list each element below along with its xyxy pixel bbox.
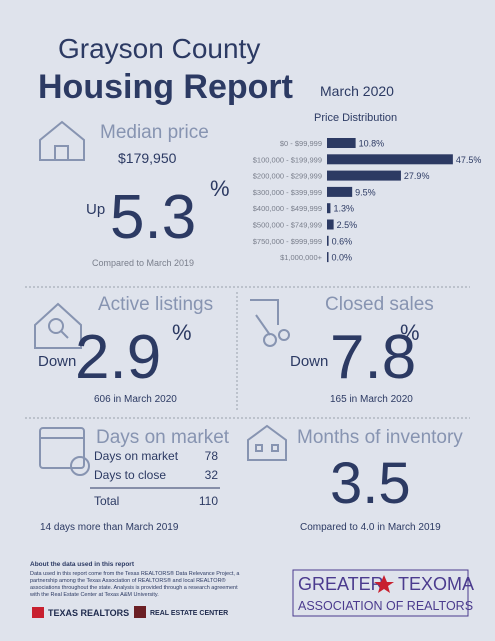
bar-value-label: 0.0% [332,253,353,263]
days-row-value: 78 [205,449,219,463]
price-range-label: $200,000 - $299,999 [253,172,322,181]
closed-direction: Down [290,353,328,370]
logo-texoma: TEXOMA [398,574,474,594]
bar-value-label: 10.8% [359,139,385,149]
median-value: $179,950 [118,150,177,166]
logo-greater: GREATER [298,574,384,594]
report-date: March 2020 [320,83,394,99]
bar-value-label: 1.3% [333,204,354,214]
about-line: partnership among the Texas Association … [30,577,226,584]
bar-value-label: 2.5% [337,220,358,230]
about-line: with the Real Estate Center at Texas A&M… [29,592,159,598]
logo-real-estate-center: REAL ESTATE CENTER [150,610,228,617]
days-row-label: Total [94,494,119,508]
active-change: 2.9 [75,323,161,392]
median-unit: % [210,176,230,201]
months-heading: Months of inventory [297,427,463,448]
logo-frame [292,569,469,617]
price-range-label: $750,000 - $999,999 [253,237,322,246]
active-note: 606 in March 2020 [94,394,177,405]
days-table: Days on market 78 Days to close 32 Total 110 [94,449,218,508]
active-unit: % [172,320,192,345]
building-icon [247,424,287,461]
bar [327,154,453,165]
about-text: Data used in this report come from the T… [29,570,240,598]
about-line: associations throughout the state. Analy… [30,585,238,591]
logo-star [374,575,394,593]
bar [327,186,353,197]
bar [327,252,329,263]
months-note: Compared to 4.0 in March 2019 [300,522,441,533]
median-note: Compared to March 2019 [92,258,194,268]
key-icon [250,299,290,347]
bar-value-label: 0.6% [332,236,353,246]
price-distribution: $0 - $99,999 10.8% $100,000 - $199,999 47.5… [253,138,482,263]
closed-unit: % [400,320,420,345]
title-line1: Grayson County [58,33,260,64]
about-line: Data used in this report come from the T… [30,570,240,577]
days-row-label: Days to close [94,468,166,482]
bar-value-label: 9.5% [355,187,376,197]
bar [327,138,356,148]
distribution-title: Price Distribution [314,112,397,124]
bar [327,170,401,181]
price-range-label: $1,000,000+ [280,253,323,262]
search-house-icon [34,302,82,349]
title-line2: Housing Report [38,68,293,106]
calendar-icon [39,427,90,476]
price-range-label: $100,000 - $199,999 [253,155,322,164]
days-row-label: Days on market [94,449,179,463]
days-heading: Days on market [96,427,230,448]
active-direction: Down [38,353,76,370]
days-row-value: 32 [205,468,219,482]
price-range-label: $0 - $99,999 [280,139,322,148]
logo-association: ASSOCIATION OF REALTORS [298,599,473,613]
days-row-value: 110 [199,494,218,508]
about-title: About the data used in this report [30,561,135,568]
closed-change: 7.8 [330,323,416,392]
median-change: 5.3 [110,183,196,252]
price-range-label: $400,000 - $499,999 [253,204,322,213]
price-range-label: $300,000 - $399,999 [253,188,322,197]
price-range-label: $500,000 - $749,999 [253,221,322,230]
bar-value-label: 27.9% [404,171,430,181]
median-heading: Median price [100,122,209,143]
active-heading: Active listings [98,294,213,315]
months-value: 3.5 [330,451,411,516]
logo-texas-realtors: TEXAS REALTORS [48,608,129,618]
logo-mark [134,606,146,618]
logo-mark [32,607,44,618]
median-direction: Up [86,201,105,218]
bar [327,203,331,214]
bar [327,235,329,246]
closed-heading: Closed sales [325,294,434,315]
bar-value-label: 47.5% [456,155,482,165]
bar [327,219,334,230]
closed-note: 165 in March 2020 [330,394,413,405]
days-note: 14 days more than March 2019 [40,522,179,533]
house-icon [39,120,85,161]
